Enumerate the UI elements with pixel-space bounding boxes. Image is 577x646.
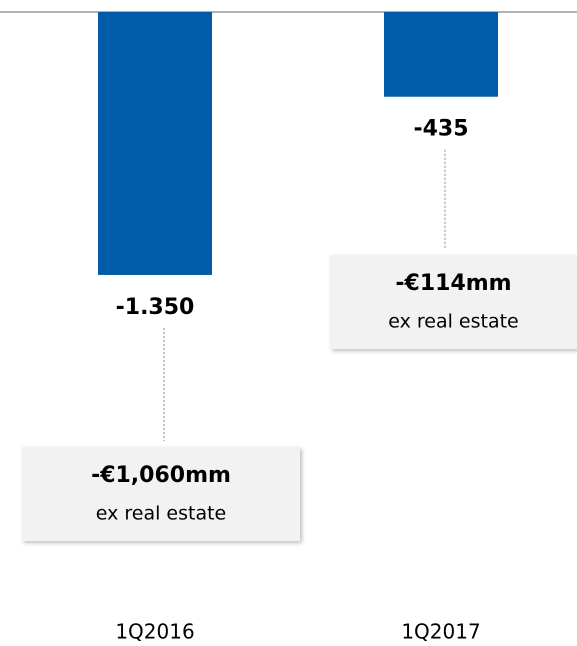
annotation-text: -€114mm <box>395 271 511 296</box>
x-tick-label: 1Q2017 <box>401 620 480 644</box>
value-label: -1.350 <box>116 295 195 320</box>
annotation-subtext: ex real estate <box>96 503 227 525</box>
x-tick-label: 1Q2016 <box>115 620 194 644</box>
annotation-box <box>330 255 577 349</box>
annotation-box <box>22 447 300 541</box>
bar <box>384 12 498 97</box>
annotation-text: -€1,060mm <box>91 463 231 488</box>
annotation-subtext: ex real estate <box>388 311 519 333</box>
bar <box>98 12 212 275</box>
value-label: -435 <box>413 117 468 142</box>
